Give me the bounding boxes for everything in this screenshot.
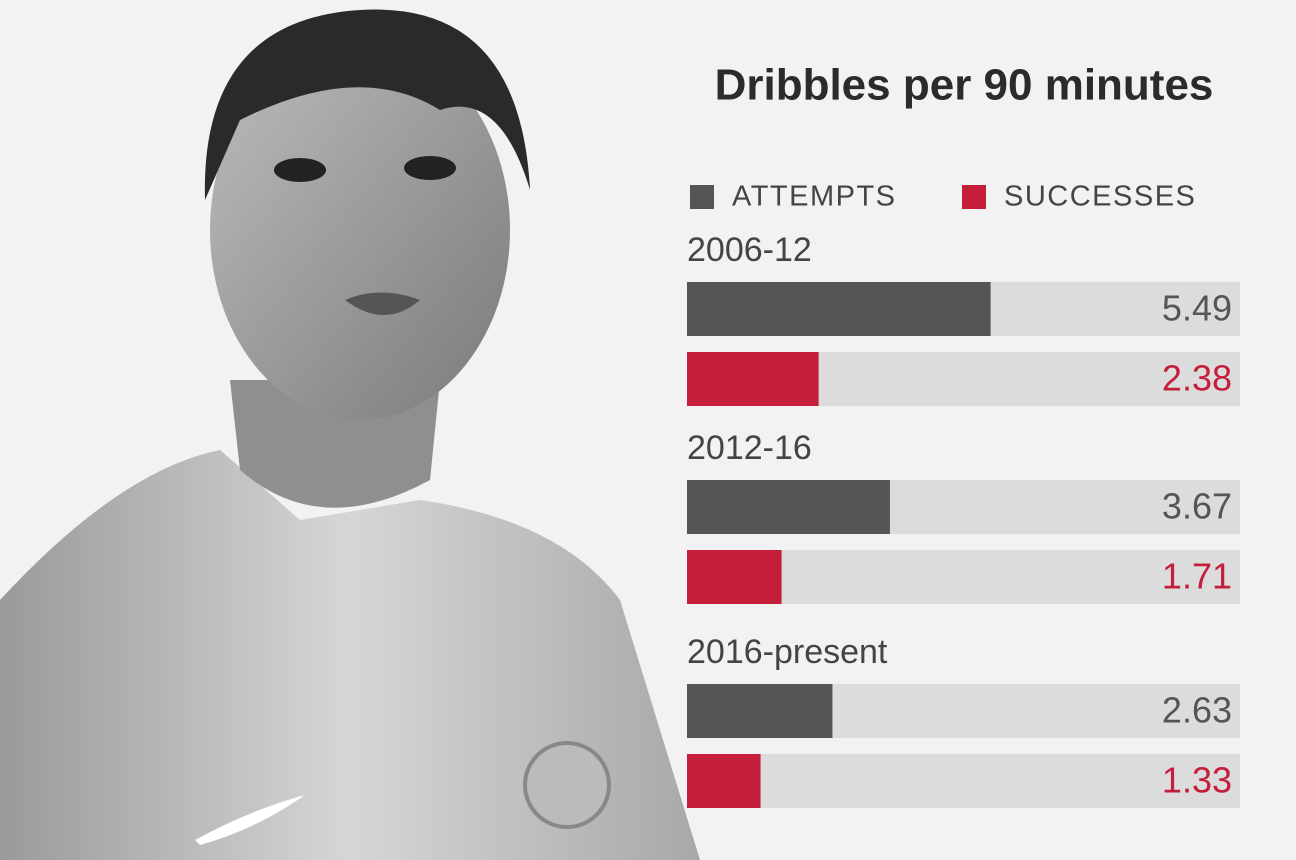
category-label: 2016-present: [687, 633, 888, 671]
legend-label: ATTEMPTS: [732, 181, 897, 213]
value-label: 5.49: [1162, 288, 1232, 329]
player-photo: [0, 9, 700, 860]
legend-label: SUCCESSES: [1004, 181, 1196, 213]
legend-swatch: [690, 185, 714, 209]
value-label: 1.71: [1162, 556, 1232, 597]
value-label: 1.33: [1162, 760, 1232, 801]
bar: [687, 684, 833, 738]
bar: [687, 352, 819, 406]
value-label: 3.67: [1162, 486, 1232, 527]
value-label: 2.38: [1162, 358, 1232, 399]
value-label: 2.63: [1162, 690, 1232, 731]
bar: [687, 754, 761, 808]
category-label: 2012-16: [687, 429, 812, 467]
category-label: 2006-12: [687, 231, 812, 269]
bar: [687, 550, 782, 604]
bar: [687, 282, 991, 336]
legend-swatch: [962, 185, 986, 209]
bar: [687, 480, 890, 534]
bar-track: [687, 754, 1240, 808]
chart-title: Dribbles per 90 minutes: [715, 61, 1214, 110]
